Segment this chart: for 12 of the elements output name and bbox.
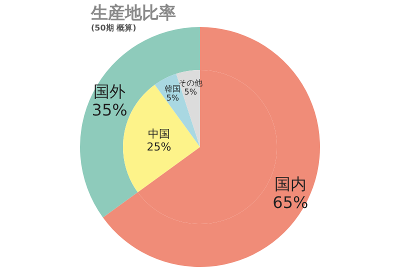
data-label: 65% [272,192,308,212]
data-label: 5% [166,93,180,102]
chart-title: 生産地比率 [90,4,176,24]
slice-label: 中国 [148,128,170,141]
chart-subtitle: (50期 概算) [91,24,136,32]
data-label: 5% [184,88,198,97]
slice-label: 国内 [274,174,306,194]
data-label: 25% [146,140,172,154]
slice-label: その他 [178,78,203,88]
slice-label: 韓国 [164,84,181,94]
data-label: 35% [92,100,128,120]
slice-label: 国外 [94,82,126,102]
